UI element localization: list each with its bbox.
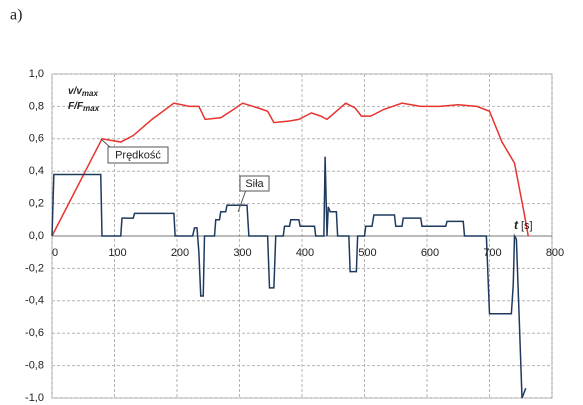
y-tick-label: -1,0: [25, 392, 44, 404]
y-tick-label: 0,2: [29, 198, 44, 210]
x-tick-label: 400: [296, 247, 314, 259]
callout-box: [239, 175, 270, 192]
y-tick-label: 0,0: [29, 230, 44, 242]
panel-label: a): [10, 7, 22, 24]
y-tick-label: 1,0: [29, 68, 44, 80]
x-tick-label: 200: [171, 247, 189, 259]
x-tick-label: 800: [546, 247, 564, 259]
annotation: Siła: [245, 178, 264, 190]
x-label: t [s]: [514, 218, 533, 232]
series-line: [51, 156, 527, 399]
y-tick-label: -0,6: [25, 327, 44, 339]
callout-line: [237, 189, 247, 213]
y-tick-label: -0,4: [25, 295, 44, 307]
x-tick-label: 100: [108, 247, 126, 259]
y-tick-label: -0,8: [25, 360, 44, 372]
x-tick-label: 600: [421, 247, 439, 259]
y-label: F/Fmax: [68, 101, 100, 113]
lines: [51, 102, 529, 399]
tick-labels: -1,0 -0,8 -0,6 -0,4 -0,2 0,0 0,2 0,4 0,6 0,8 1,0 0 1…: [25, 68, 564, 404]
callout-box: [107, 146, 169, 164]
y-tick-label: 0,4: [29, 165, 44, 177]
x-tick-label: 700: [483, 247, 501, 259]
annotation: Prędkość: [115, 149, 161, 161]
x-tick-label: 300: [233, 247, 251, 259]
y-tick-label: 0,8: [29, 100, 44, 112]
x-tick-label: 0: [52, 247, 58, 259]
x-tick-label: 500: [358, 247, 376, 259]
series-line: [51, 102, 529, 237]
y-tick-label: 0,6: [29, 133, 44, 145]
y-label: v/vmax: [68, 86, 98, 98]
y-tick-label: -0,2: [25, 262, 44, 274]
